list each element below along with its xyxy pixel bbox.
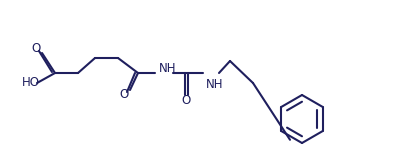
Text: O: O — [119, 88, 129, 101]
Text: O: O — [181, 95, 191, 108]
Text: O: O — [31, 42, 41, 55]
Text: HO: HO — [22, 77, 40, 90]
Text: NH: NH — [159, 63, 176, 76]
Text: NH: NH — [206, 77, 224, 90]
